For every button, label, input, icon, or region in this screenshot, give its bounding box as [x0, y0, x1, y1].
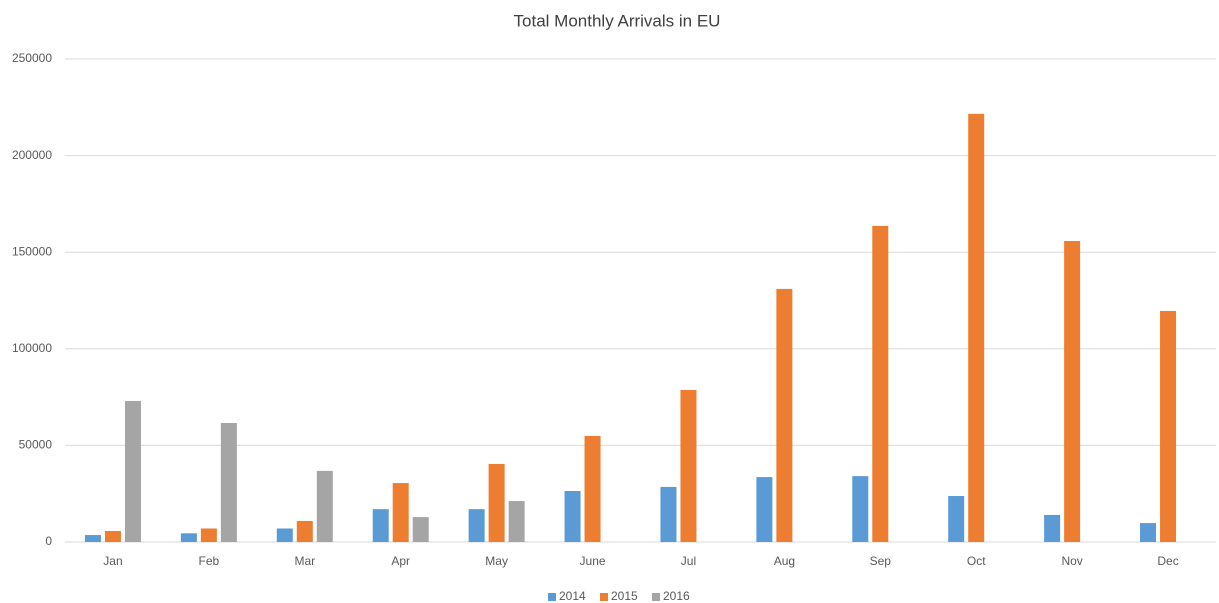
chart-title: Total Monthly Arrivals in EU — [514, 11, 721, 30]
x-tick-label: Dec — [1157, 554, 1178, 568]
legend-swatch — [548, 593, 556, 601]
bar — [968, 113, 985, 542]
x-tick-label: June — [580, 554, 606, 568]
x-tick-label: Sep — [870, 554, 892, 568]
bar — [948, 496, 965, 542]
y-tick-label: 250000 — [12, 51, 52, 65]
y-tick-label: 200000 — [12, 148, 52, 162]
y-tick-label: 50000 — [19, 438, 53, 452]
x-tick-label: Jul — [681, 554, 696, 568]
bar — [276, 528, 293, 542]
x-tick-label: Mar — [294, 554, 315, 568]
bar — [392, 483, 409, 542]
bar — [1064, 240, 1081, 543]
bar — [776, 288, 793, 542]
bar — [1044, 514, 1061, 542]
legend-label: 2016 — [663, 589, 690, 603]
y-tick-label: 150000 — [12, 244, 52, 258]
legend-label: 2015 — [611, 589, 638, 603]
bar — [872, 225, 889, 542]
bar — [124, 400, 141, 542]
x-tick-label: Feb — [199, 554, 220, 568]
legend-swatch — [600, 593, 608, 601]
bar — [488, 463, 505, 542]
bar — [372, 509, 389, 542]
bar — [852, 476, 869, 542]
bar — [316, 470, 333, 542]
bar — [660, 486, 677, 542]
x-tick-label: Aug — [774, 554, 795, 568]
legend-swatch — [652, 593, 660, 601]
bar — [84, 535, 101, 542]
bar — [468, 509, 485, 542]
bar — [508, 501, 525, 542]
y-tick-label: 0 — [45, 534, 52, 548]
x-tick-label: Oct — [967, 554, 986, 568]
bar — [220, 422, 237, 542]
bar — [564, 490, 581, 542]
bar — [1140, 523, 1157, 542]
bar — [104, 530, 121, 542]
bar — [296, 520, 313, 542]
x-tick-label: Nov — [1061, 554, 1082, 568]
bar — [584, 435, 601, 542]
x-tick-label: May — [485, 554, 508, 568]
bar — [180, 533, 197, 542]
x-tick-label: Jan — [103, 554, 122, 568]
bar — [756, 477, 773, 542]
legend-label: 2014 — [559, 589, 586, 603]
y-tick-label: 100000 — [12, 341, 52, 355]
bar — [412, 517, 429, 542]
bar — [1160, 310, 1177, 542]
x-tick-label: Apr — [391, 554, 410, 568]
bar — [680, 389, 697, 542]
bar — [200, 528, 217, 542]
